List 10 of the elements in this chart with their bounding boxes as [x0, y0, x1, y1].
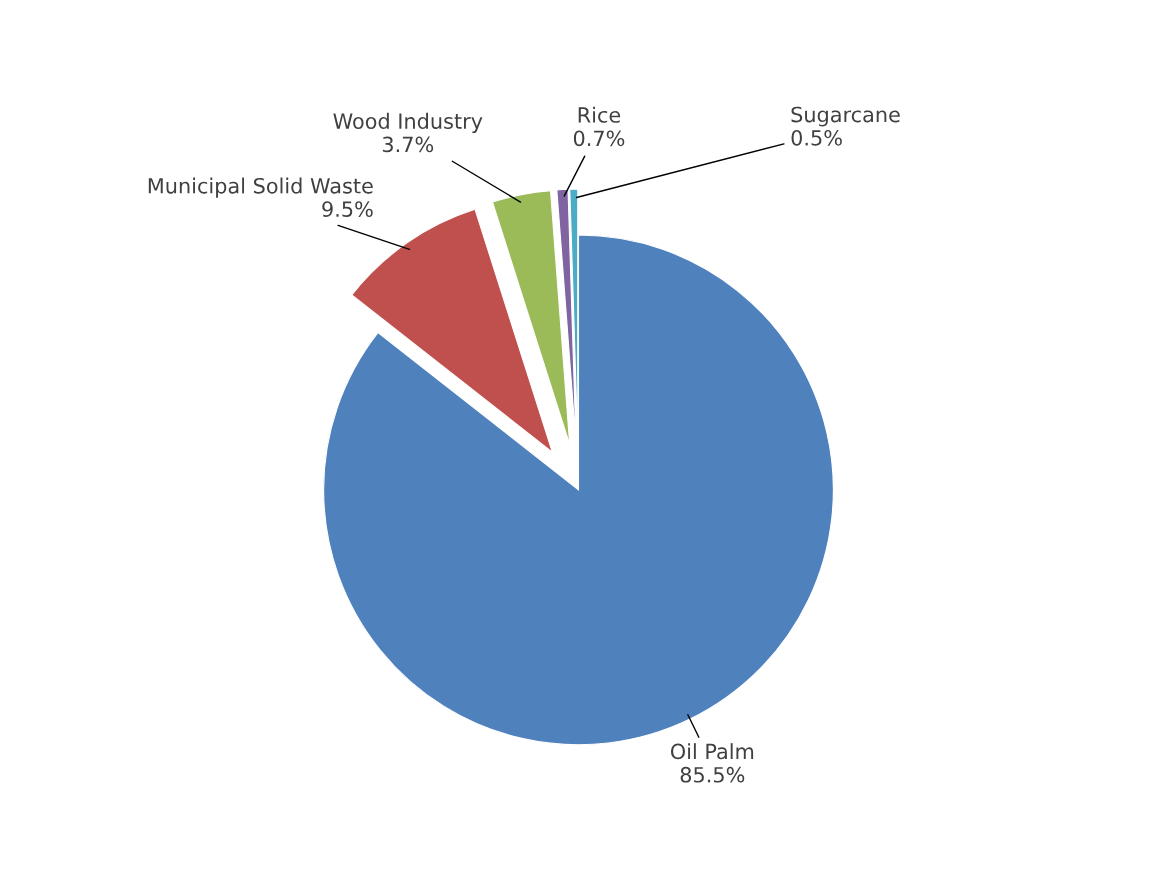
slice-label: Municipal Solid Waste	[148, 177, 373, 198]
slice-label: Rice	[578, 106, 621, 123]
data-label: 3.7%	[382, 136, 434, 153]
data-label: 0.7%	[573, 130, 625, 147]
data-label: 0.5%	[791, 129, 842, 146]
slice-label: Oil Palm	[670, 743, 754, 760]
slice-label: Sugarcane	[791, 106, 900, 127]
slice-label: Wood Industry	[333, 112, 483, 134]
data-label: 9.5%	[322, 201, 373, 217]
data-label: 85.5%	[680, 766, 745, 783]
